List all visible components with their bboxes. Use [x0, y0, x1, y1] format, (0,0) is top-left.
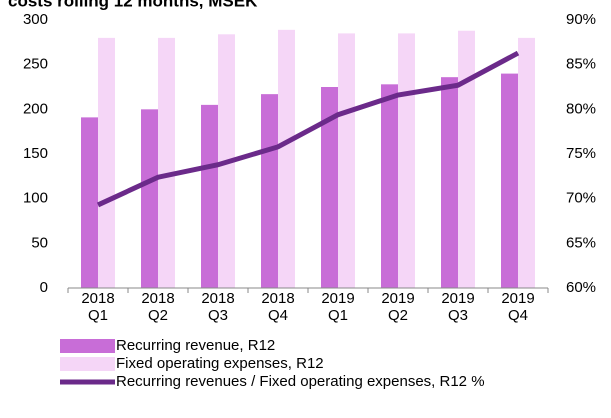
x-tick-label: Q2 — [388, 307, 408, 324]
x-tick-label: 2019 — [441, 290, 474, 307]
x-tick-label: 2019 — [501, 290, 534, 307]
x-tick-label: 2018 — [201, 290, 234, 307]
x-tick-label: Q4 — [268, 307, 288, 324]
x-tick-label: Q3 — [448, 307, 468, 324]
chart-title: costs rolling 12 months, MSEK — [8, 0, 258, 10]
y2-tick-label: 90% — [566, 11, 596, 28]
x-tick-label: 2019 — [321, 290, 354, 307]
y-tick-label: 300 — [23, 11, 48, 28]
x-tick-label: 2018 — [141, 290, 174, 307]
legend-label: Fixed operating expenses, R12 — [116, 355, 324, 372]
y-tick-label: 0 — [40, 279, 48, 296]
legend-label: Recurring revenues / Fixed operating exp… — [116, 373, 485, 390]
x-tick-label: Q1 — [328, 307, 348, 324]
y2-tick-label: 70% — [566, 190, 596, 207]
y-tick-label: 50 — [31, 234, 48, 251]
bar — [201, 104, 218, 288]
legend-swatch — [60, 339, 115, 353]
y2-tick-label: 75% — [566, 145, 596, 162]
y2-tick-label: 60% — [566, 279, 596, 296]
bar — [98, 37, 115, 288]
bar — [278, 29, 295, 289]
y-tick-label: 200 — [23, 100, 48, 117]
bar — [501, 73, 518, 288]
line — [96, 50, 520, 208]
legend-label: Recurring revenue, R12 — [116, 337, 275, 354]
y-tick-label: 250 — [23, 56, 48, 73]
y-tick-label: 100 — [23, 190, 48, 207]
bar — [81, 117, 98, 288]
x-tick-label: 2018 — [261, 290, 294, 307]
bar — [261, 94, 278, 288]
bar — [338, 33, 355, 289]
bar — [441, 77, 458, 288]
x-tick-label: Q4 — [508, 307, 528, 324]
x-tick-label: Q1 — [88, 307, 108, 324]
bar — [381, 84, 398, 288]
legend-swatch — [60, 357, 115, 371]
y2-tick-label: 65% — [566, 234, 596, 251]
bar — [321, 87, 338, 288]
y2-tick-label: 85% — [566, 56, 596, 73]
x-tick-label: Q3 — [208, 307, 228, 324]
bar — [398, 33, 415, 289]
x-tick-label: Q2 — [148, 307, 168, 324]
bar — [141, 109, 158, 288]
bar — [158, 37, 175, 288]
bar — [458, 30, 475, 288]
bar — [518, 37, 535, 288]
x-tick-label: 2018 — [81, 290, 114, 307]
x-tick-label: 2019 — [381, 290, 414, 307]
y-tick-label: 150 — [23, 145, 48, 162]
y2-tick-label: 80% — [566, 100, 596, 117]
